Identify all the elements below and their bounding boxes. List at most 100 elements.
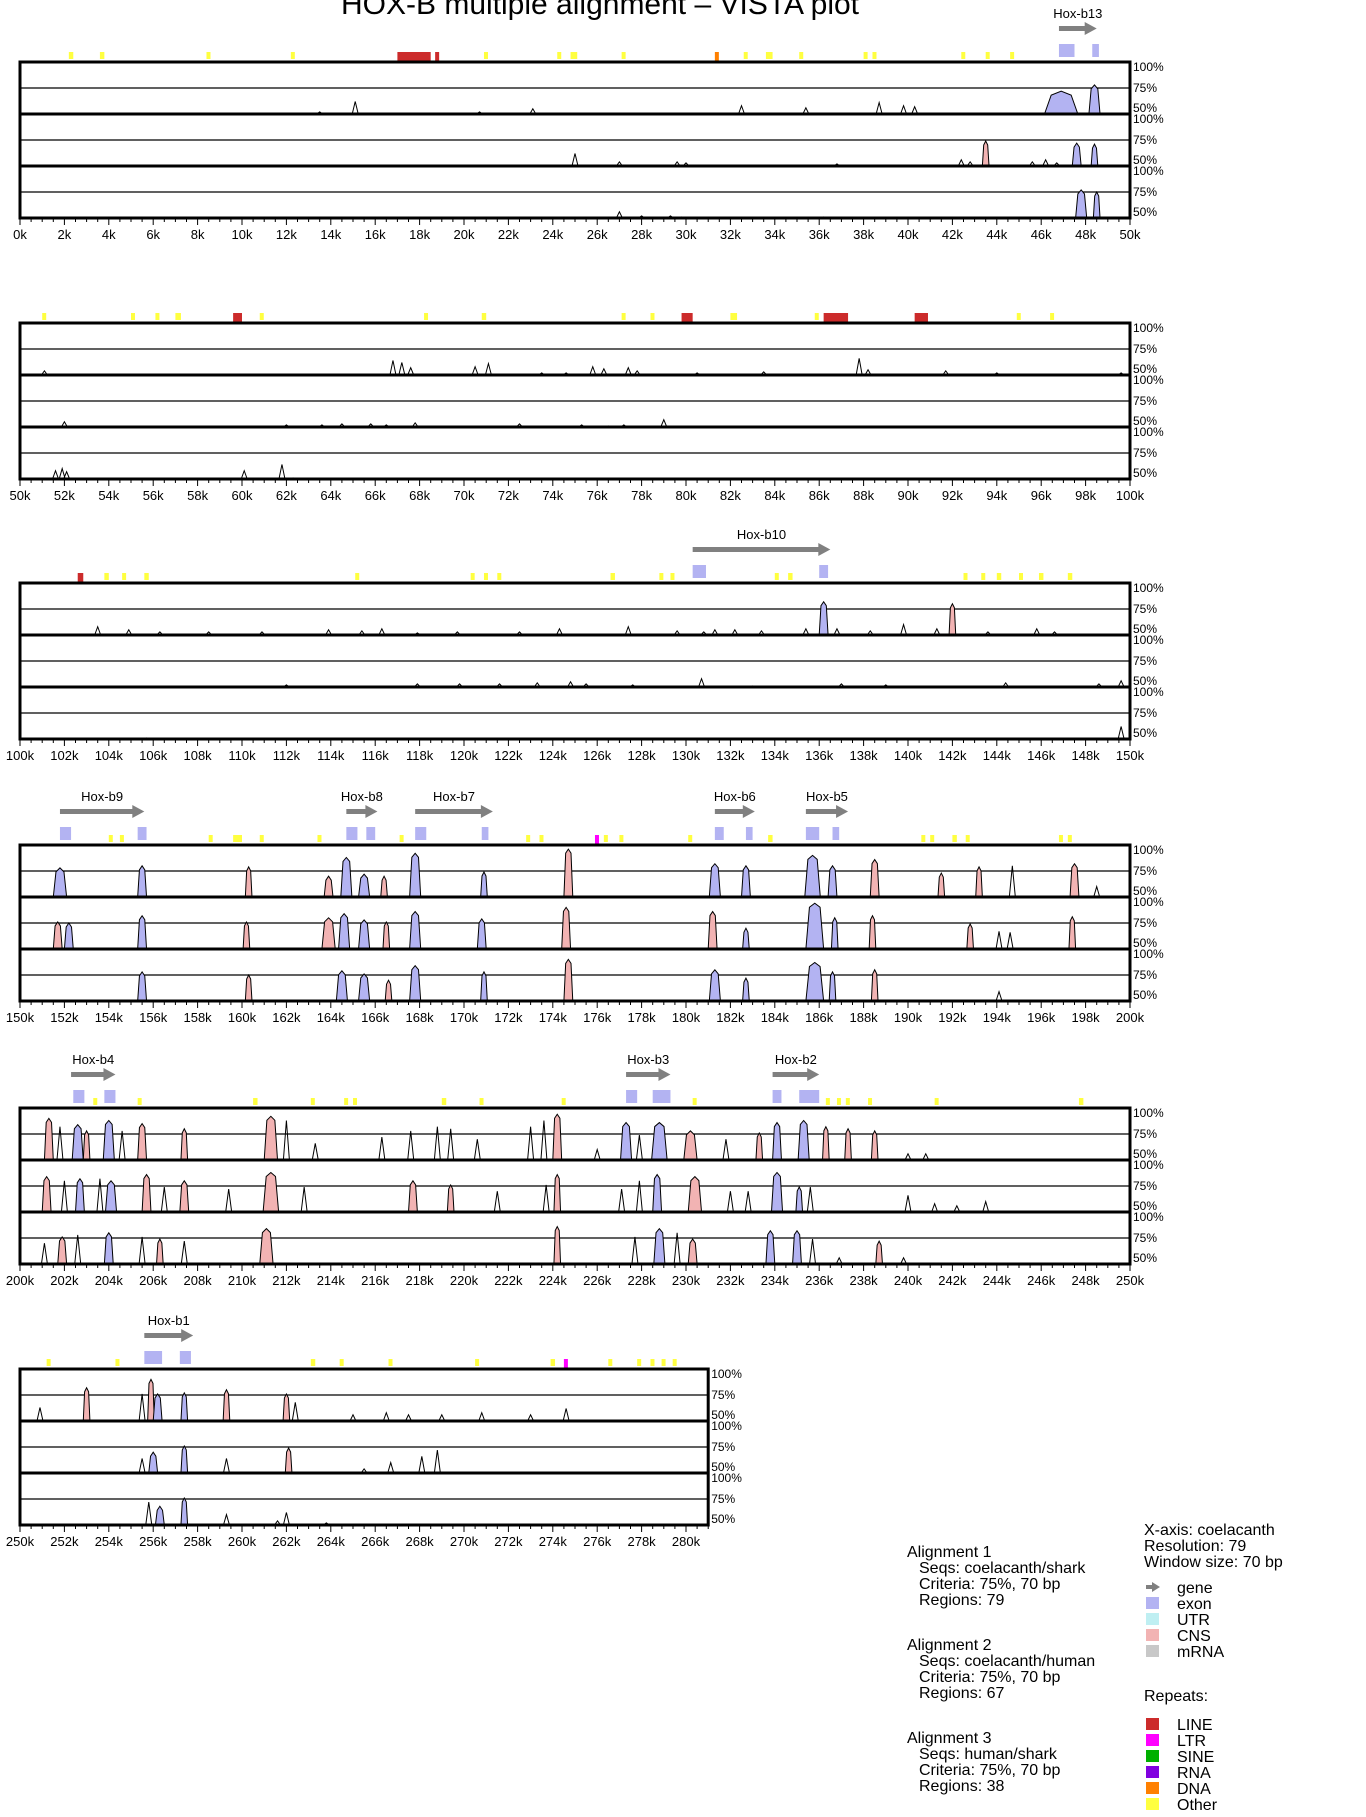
legend-swatch: [1146, 1613, 1159, 1625]
peak: [744, 1191, 752, 1213]
gene-arrow-head: [836, 805, 849, 818]
repeat-line: [914, 313, 928, 322]
repeat-ltr: [563, 1359, 568, 1368]
repeat-other: [119, 835, 124, 842]
repeat-other: [930, 835, 935, 842]
pct-75-label: 75%: [1133, 916, 1157, 930]
legend-repeat-label: DNA: [1177, 1781, 1211, 1798]
gene-label: Hox-b4: [72, 1052, 114, 1067]
x-tick-label: 14k: [320, 227, 341, 242]
repeat-other: [872, 52, 877, 59]
peak: [378, 1137, 386, 1161]
pct-100-label: 100%: [711, 1419, 742, 1433]
peak-exon: [770, 1171, 784, 1213]
peak-cns: [446, 1183, 455, 1213]
peak: [398, 362, 406, 376]
gene-label: Hox-b2: [775, 1052, 817, 1067]
x-tick-label: 156k: [139, 1010, 168, 1025]
gene-arrow: [71, 1068, 116, 1081]
x-tick-label: 54k: [98, 488, 119, 503]
peak: [802, 106, 810, 115]
repeat-other: [310, 1359, 316, 1366]
pct-50-label: 50%: [1133, 101, 1157, 115]
legend-gene-arrow-head: [1152, 1582, 1160, 1592]
exon-box: [1092, 44, 1099, 57]
repeat-other: [659, 573, 664, 580]
gene-arrow-shaft: [1058, 26, 1087, 31]
peak-exon: [137, 864, 148, 898]
repeat-other: [836, 1098, 841, 1105]
x-tick-label: 142k: [938, 748, 967, 763]
x-tick-label: 102k: [50, 748, 79, 763]
peak-cns: [687, 1175, 703, 1213]
exon-box: [832, 827, 840, 840]
x-tick-label: 66k: [365, 488, 386, 503]
peak-exon: [1092, 190, 1101, 219]
repeat-other: [175, 313, 181, 320]
repeat-other: [557, 52, 562, 59]
peak: [349, 1413, 357, 1422]
repeat-other: [672, 1359, 677, 1366]
x-tick-label: 46k: [1031, 227, 1052, 242]
x-tick-label: 4k: [102, 227, 116, 242]
x-tick-label: 186k: [805, 1010, 834, 1025]
x-tick-label: 118k: [406, 748, 434, 763]
repeat-other: [608, 1359, 613, 1366]
repeat-other: [550, 1359, 556, 1366]
peak: [933, 627, 941, 636]
x-tick-label: 148k: [1071, 748, 1100, 763]
peak: [478, 1411, 486, 1422]
peak: [673, 1232, 681, 1265]
pct-50-label: 50%: [1133, 1199, 1157, 1213]
pct-100-label: 100%: [1133, 1106, 1164, 1120]
gene-arrow-shaft: [415, 809, 483, 814]
gene-label: Hox-b3: [627, 1052, 669, 1067]
x-tick-label: 274k: [539, 1534, 568, 1549]
peak-exon: [1071, 142, 1082, 167]
peak-exon: [651, 1121, 668, 1161]
peak-exon: [180, 1391, 189, 1422]
peak: [74, 1234, 82, 1265]
x-tick-label: 178k: [627, 1010, 656, 1025]
x-tick-label: 256k: [139, 1534, 168, 1549]
exon-box: [805, 827, 820, 840]
gene-arrow: [415, 805, 493, 818]
panel-5: Hox-b4 Hox-b3 Hox-b2100%75%50%100%75%50%10…: [6, 1052, 1164, 1288]
x-tick-label: 162k: [272, 1010, 301, 1025]
repeat-other: [483, 52, 488, 59]
pct-100-label: 100%: [1133, 947, 1164, 961]
gene-arrow-shaft: [714, 809, 745, 814]
exon-box: [819, 565, 829, 578]
repeat-other: [1016, 313, 1021, 320]
pct-100-label: 100%: [1133, 164, 1164, 178]
peak: [529, 107, 537, 115]
peak-cns: [155, 1237, 164, 1265]
x-tick-label: 136k: [805, 748, 834, 763]
gene-arrow: [714, 805, 755, 818]
repeat-other: [155, 313, 160, 320]
peak: [660, 418, 668, 428]
repeat-other: [259, 313, 264, 320]
peak: [291, 1402, 299, 1422]
x-tick-label: 232k: [716, 1273, 745, 1288]
x-tick-label: 112k: [273, 748, 301, 763]
panel-6: Hox-b1100%75%50%100%75%50%100%75%50%250k…: [6, 1313, 742, 1549]
x-tick-label: 188k: [849, 1010, 878, 1025]
repeat-other: [765, 52, 773, 59]
gene-arrow: [346, 805, 378, 818]
repeat-line: [435, 52, 440, 61]
exon-box: [626, 1090, 638, 1103]
exon-box: [1058, 44, 1075, 57]
repeat-other: [650, 1359, 655, 1366]
x-tick-label: 190k: [894, 1010, 923, 1025]
peak: [995, 931, 1003, 950]
repeat-ltr: [594, 835, 599, 844]
gene-arrow-head: [181, 1329, 194, 1342]
peak-cns: [844, 1127, 852, 1161]
pct-50-label: 50%: [1133, 414, 1157, 428]
x-tick-label: 84k: [764, 488, 785, 503]
repeat-other: [233, 835, 242, 842]
repeat-other: [952, 835, 957, 842]
